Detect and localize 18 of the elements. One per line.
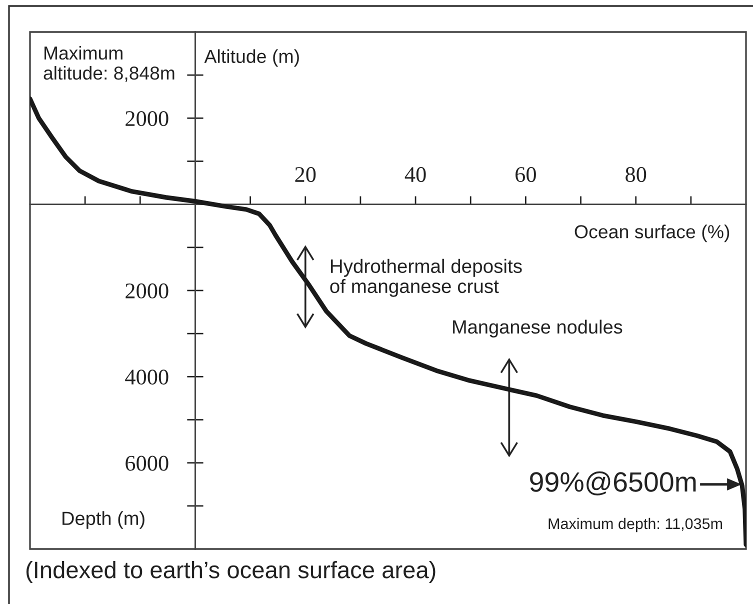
y-axis-title: Altitude (m)	[204, 49, 299, 67]
y-tick-label: 6000	[126, 456, 168, 471]
annotation: Depth (m)	[62, 511, 144, 529]
y-tick-label: 4000	[125, 370, 168, 385]
annotation: 99%@6500m	[530, 471, 696, 496]
annotation: Hydrothermal deposits of manganese crust	[330, 258, 522, 297]
y-tick-label: 2000	[126, 111, 168, 126]
annotation: Maximum depth: 11,035m	[548, 518, 722, 532]
line-series	[30, 96, 746, 547]
x-tick-label: 80	[626, 167, 646, 182]
x-axis-title: Ocean surface (%)	[574, 224, 730, 242]
annotation: Maximum altitude: 8,848m	[44, 46, 174, 82]
x-tick-label: 20	[295, 167, 316, 182]
text: (Indexed to earth’s ocean surface area)	[26, 560, 436, 583]
x-tick-label: 40	[404, 167, 426, 182]
y-tick-label: 2000	[126, 283, 168, 298]
x-tick-label: 60	[516, 167, 536, 182]
annotation: Manganese nodules	[453, 320, 622, 338]
